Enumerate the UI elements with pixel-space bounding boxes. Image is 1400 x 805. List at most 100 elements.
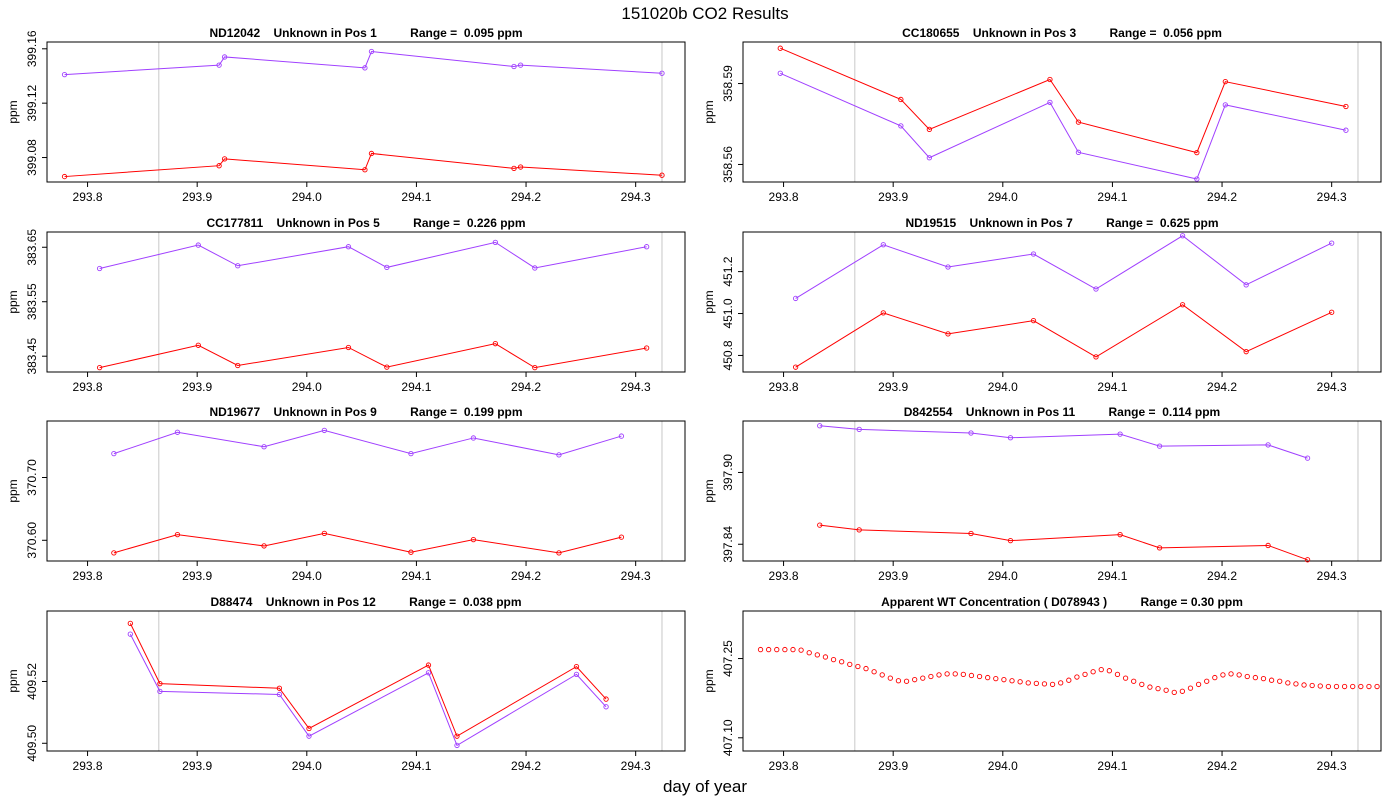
data-point-WT: [1106, 668, 1113, 674]
data-point-purple: [532, 265, 538, 271]
data-point-WT: [1090, 669, 1096, 675]
x-tick-label: 294.2: [1207, 759, 1237, 773]
y-axis-label: ppm: [6, 669, 20, 692]
x-tick-label: 293.8: [73, 569, 103, 583]
x-tick-label: 294.2: [511, 569, 541, 583]
x-tick-label: 294.3: [1317, 190, 1347, 204]
data-point-purple: [321, 427, 327, 434]
data-point-purple: [1179, 233, 1186, 239]
data-point-purple: [345, 244, 352, 250]
y-axis-label: ppm: [6, 290, 20, 313]
data-point-red: [470, 537, 477, 543]
data-point-WT: [879, 672, 885, 678]
data-point-purple: [470, 435, 477, 441]
data-point-red: [1329, 309, 1335, 315]
data-point-red: [384, 364, 390, 370]
data-point-red: [1007, 538, 1014, 544]
data-point-red: [603, 696, 609, 702]
data-point-WT: [993, 675, 999, 682]
data-point-red: [1343, 103, 1349, 110]
data-point-WT: [944, 671, 950, 677]
data-point-purple: [792, 295, 799, 302]
y-tick-label: 383.55: [25, 283, 39, 320]
data-point-WT: [936, 672, 942, 678]
data-point-red: [511, 165, 517, 172]
data-point-WT: [757, 646, 764, 653]
x-tick-label: 294.3: [1317, 759, 1347, 773]
data-point-purple: [1030, 251, 1037, 257]
data-point-WT: [1358, 683, 1364, 690]
data-point-red: [517, 164, 524, 170]
data-point-WT: [1252, 674, 1259, 681]
data-point-purple: [603, 704, 609, 710]
y-tick-label: 358.56: [721, 146, 735, 183]
data-point-WT: [1277, 678, 1283, 684]
panel-title: Apparent WT Concentration ( D078943 ) Ra…: [881, 595, 1243, 609]
data-point-WT: [976, 673, 983, 680]
data-point-purple: [856, 426, 862, 433]
data-point-WT: [1009, 678, 1015, 684]
chart-panel-2: CC180655 Unknown in Pos 3 Range = 0.056 …: [702, 26, 1382, 204]
data-point-purple: [492, 239, 499, 246]
data-point-purple: [926, 155, 933, 161]
series-line-red: [99, 343, 647, 369]
data-point-purple: [556, 452, 562, 458]
data-point-red: [880, 310, 886, 316]
data-point-red: [306, 725, 312, 732]
panel-title: D88474 Unknown in Pos 12 Range = 0.038 p…: [210, 595, 521, 609]
chart-panel-5: ND19677 Unknown in Pos 9 Range = 0.199 p…: [6, 405, 686, 583]
plot-frame: [742, 420, 1382, 562]
x-tick-label: 294.0: [988, 380, 1018, 394]
data-point-red: [1243, 349, 1249, 355]
data-point-WT: [1260, 675, 1267, 682]
y-axis-label: ppm: [6, 100, 20, 123]
x-tick-label: 293.8: [73, 190, 103, 204]
data-point-WT: [1374, 683, 1380, 690]
x-tick-label: 293.8: [769, 190, 799, 204]
data-point-WT: [1204, 678, 1210, 684]
data-point-purple: [384, 264, 390, 271]
plot-frame: [46, 231, 686, 373]
data-point-purple: [408, 450, 414, 457]
data-point-purple: [1156, 443, 1163, 449]
data-point-red: [276, 685, 283, 691]
data-point-red: [1093, 354, 1099, 360]
figure-title: 151020b CO2 Results: [621, 4, 788, 23]
panel-title: D842554 Unknown in Pos 11 Range = 0.114 …: [904, 405, 1220, 419]
x-tick-label: 293.8: [769, 569, 799, 583]
data-point-purple: [880, 242, 886, 248]
data-point-WT: [774, 646, 780, 653]
data-point-WT: [1163, 687, 1169, 693]
panel-title: ND12042 Unknown in Pos 1 Range = 0.095 p…: [209, 26, 522, 40]
data-point-WT: [1066, 677, 1072, 683]
series-line-red: [113, 532, 622, 554]
data-point-WT: [790, 646, 796, 653]
y-tick-label: 407.10: [721, 719, 735, 756]
data-point-purple: [1304, 455, 1311, 461]
data-point-red: [127, 620, 133, 627]
data-point-WT: [1268, 677, 1275, 683]
series-line-purple: [780, 72, 1347, 180]
data-point-purple: [111, 450, 117, 457]
data-point-red: [573, 663, 580, 670]
data-point-purple: [1117, 431, 1123, 437]
y-axis-label: ppm: [702, 669, 716, 692]
series-line-red: [129, 623, 607, 737]
data-point-purple: [511, 63, 517, 70]
data-point-red: [368, 150, 375, 157]
chart-panel-3: CC177811 Unknown in Pos 5 Range = 0.226 …: [6, 216, 686, 394]
data-point-WT: [1122, 675, 1129, 681]
x-tick-label: 294.3: [621, 190, 651, 204]
data-point-purple: [945, 264, 951, 270]
x-tick-label: 294.3: [621, 380, 651, 394]
plot-frame: [742, 610, 1382, 752]
data-point-WT: [1001, 677, 1007, 683]
data-point-WT: [1171, 689, 1177, 696]
data-point-WT: [1333, 683, 1340, 690]
data-point-purple: [276, 691, 283, 698]
data-point-purple: [261, 444, 267, 450]
series-line-red: [819, 524, 1308, 561]
series-line-red: [780, 47, 1347, 154]
data-point-WT: [1341, 683, 1348, 690]
